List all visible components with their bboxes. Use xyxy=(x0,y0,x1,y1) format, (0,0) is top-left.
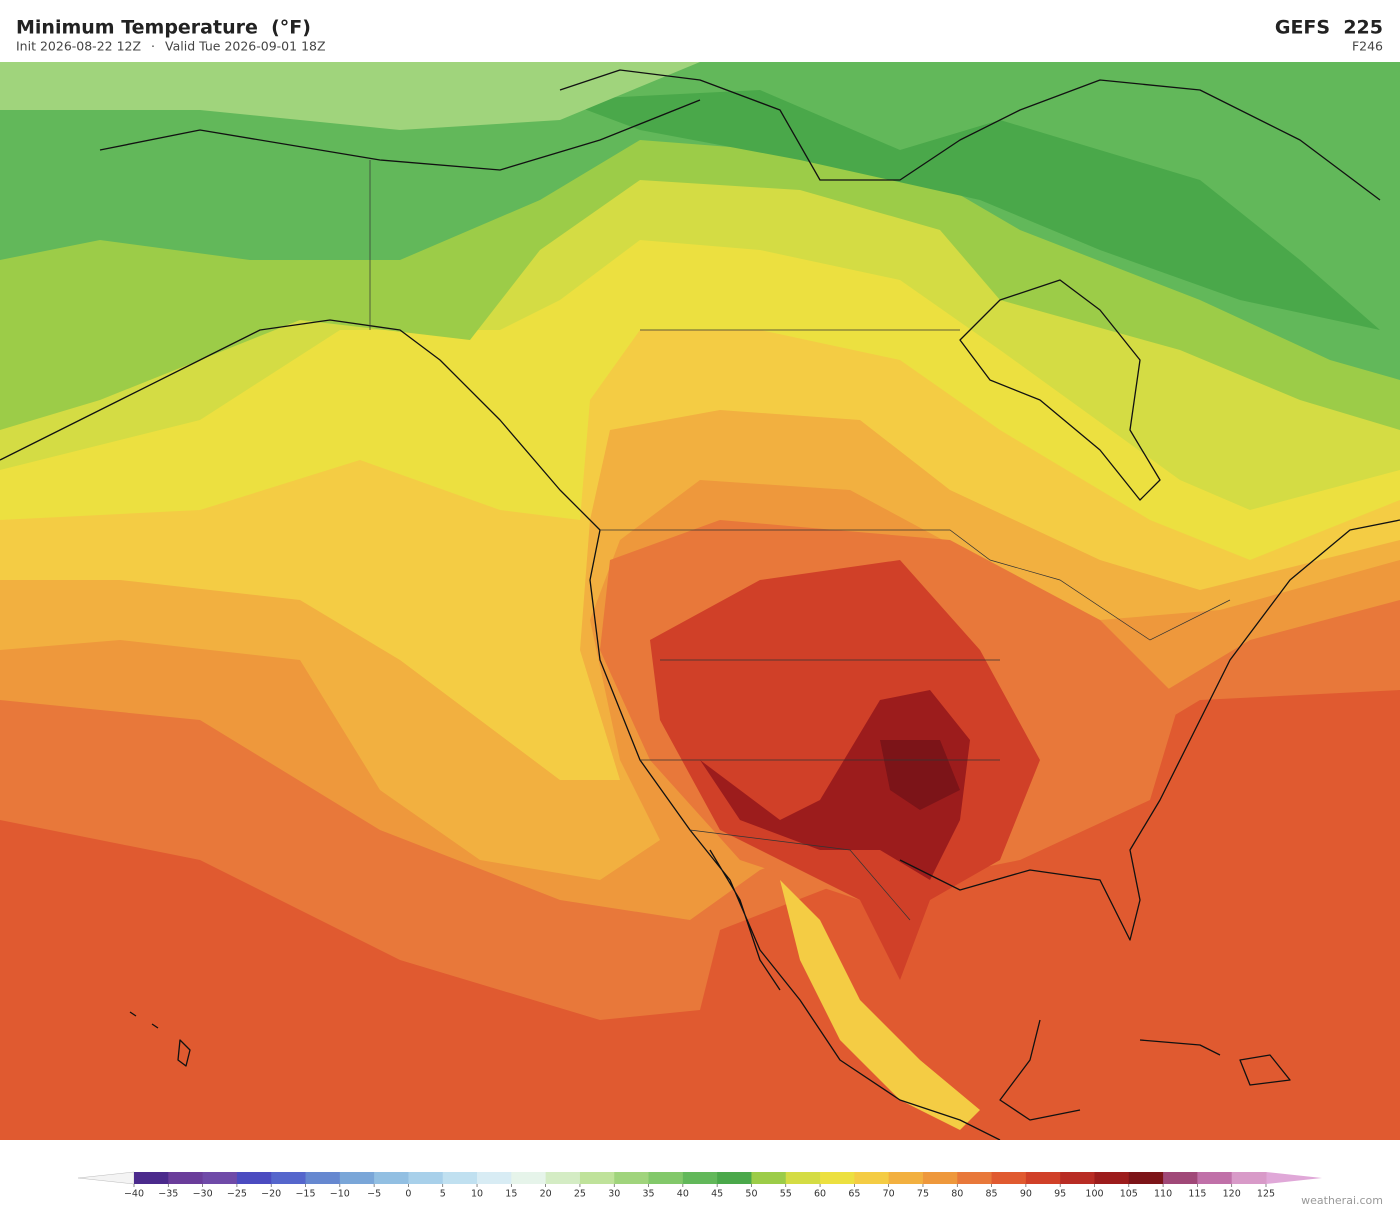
colorbar-tick-label: −35 xyxy=(158,1189,178,1200)
colorbar-tick-label: 115 xyxy=(1188,1189,1206,1200)
colorbar-tick-label: 80 xyxy=(951,1189,963,1200)
colorbar-tick-label: −20 xyxy=(261,1189,281,1200)
colorbar-bin xyxy=(648,1172,684,1184)
colorbar-tick-label: 45 xyxy=(711,1189,723,1200)
colorbar-tick-label: 100 xyxy=(1085,1189,1103,1200)
map xyxy=(0,62,1400,1140)
colorbar-tick-label: 95 xyxy=(1054,1189,1066,1200)
colorbar-bin xyxy=(1128,1172,1164,1184)
colorbar-tick-label: 20 xyxy=(540,1189,552,1200)
colorbar-tick-label: 85 xyxy=(986,1189,998,1200)
colorbar-bin xyxy=(408,1172,444,1184)
colorbar-bin xyxy=(236,1172,272,1184)
colorbar-bin xyxy=(305,1172,341,1184)
colorbar-tick-label: 10 xyxy=(471,1189,483,1200)
colorbar-tick-label: −15 xyxy=(295,1189,315,1200)
colorbar-bin xyxy=(442,1172,478,1184)
colorbar-tick-label: −40 xyxy=(124,1189,144,1200)
colorbar-tick-label: −10 xyxy=(330,1189,350,1200)
colorbar-tick-label: 75 xyxy=(917,1189,929,1200)
colorbar-tick-label: 5 xyxy=(440,1189,446,1200)
colorbar-over xyxy=(1266,1172,1322,1184)
colorbar-tick-label: 65 xyxy=(848,1189,860,1200)
colorbar-tick-label: 105 xyxy=(1120,1189,1138,1200)
colorbar-bin xyxy=(614,1172,650,1184)
colorbar-tick-label: 90 xyxy=(1020,1189,1032,1200)
model-name: GEFS 225 xyxy=(1275,17,1383,39)
colorbar-bin xyxy=(1060,1172,1095,1184)
colorbar-bin xyxy=(374,1172,409,1184)
colorbar-bin xyxy=(854,1172,890,1184)
colorbar-bin xyxy=(991,1172,1027,1184)
colorbar-bin xyxy=(1025,1172,1061,1184)
colorbar-bin xyxy=(751,1172,787,1184)
colorbar-bin xyxy=(820,1172,855,1184)
colorbar-tick-label: −25 xyxy=(227,1189,247,1200)
colorbar-tick-label: 55 xyxy=(780,1189,792,1200)
colorbar-bin xyxy=(134,1172,169,1184)
colorbar-under xyxy=(77,1171,135,1185)
colorbar-tick-label: 15 xyxy=(505,1189,517,1200)
separator: · xyxy=(151,39,155,54)
colorbar: −40 −35 −30 −25 −20 −15 −10 −5 0 5 10 15 20 25 30 35 40 4… xyxy=(77,1171,1322,1200)
colorbar-tick-label: −5 xyxy=(367,1189,381,1200)
colorbar-tick-label: 125 xyxy=(1257,1189,1275,1200)
colorbar-tick-label: 0 xyxy=(405,1189,411,1200)
colorbar-tick-label: 60 xyxy=(814,1189,826,1200)
colorbar-tick-label: 25 xyxy=(574,1189,586,1200)
colorbar-bin xyxy=(1197,1172,1233,1184)
colorbar-bin xyxy=(888,1172,924,1184)
colorbar-bin xyxy=(339,1172,375,1184)
colorbar-tick-label: 120 xyxy=(1223,1189,1241,1200)
colorbar-tick-label: 70 xyxy=(883,1189,895,1200)
colorbar-bin xyxy=(511,1172,547,1184)
colorbar-tick-label: 40 xyxy=(677,1189,689,1200)
colorbar-bin xyxy=(1094,1172,1130,1184)
colorbar-tick-label: 110 xyxy=(1154,1189,1172,1200)
colorbar-tick-label: 35 xyxy=(642,1189,654,1200)
colorbar-tick-label: −30 xyxy=(193,1189,213,1200)
init-time: Init 2026-08-22 12Z xyxy=(16,39,141,54)
colorbar-tick-label: 30 xyxy=(608,1189,620,1200)
colorbar-bin xyxy=(922,1172,958,1184)
colorbar-bin xyxy=(785,1172,821,1184)
colorbar-bin xyxy=(202,1172,238,1184)
colorbar-bin xyxy=(579,1172,615,1184)
valid-time: Valid Tue 2026-09-01 18Z xyxy=(165,39,326,54)
colorbar-tick-label: 50 xyxy=(745,1189,757,1200)
colorbar-bin xyxy=(682,1172,718,1184)
colorbar-bin xyxy=(1231,1172,1267,1184)
forecast-hour: F246 xyxy=(1352,39,1383,54)
colorbar-bin xyxy=(545,1172,581,1184)
watermark: weatherai.com xyxy=(1301,1194,1383,1207)
map-title: Minimum Temperature (°F) xyxy=(16,17,311,39)
colorbar-bin xyxy=(168,1172,204,1184)
colorbar-bin xyxy=(717,1172,752,1184)
colorbar-bin xyxy=(271,1172,307,1184)
colorbar-bin xyxy=(477,1172,512,1184)
colorbar-bin xyxy=(1163,1172,1198,1184)
colorbar-bin xyxy=(957,1172,993,1184)
